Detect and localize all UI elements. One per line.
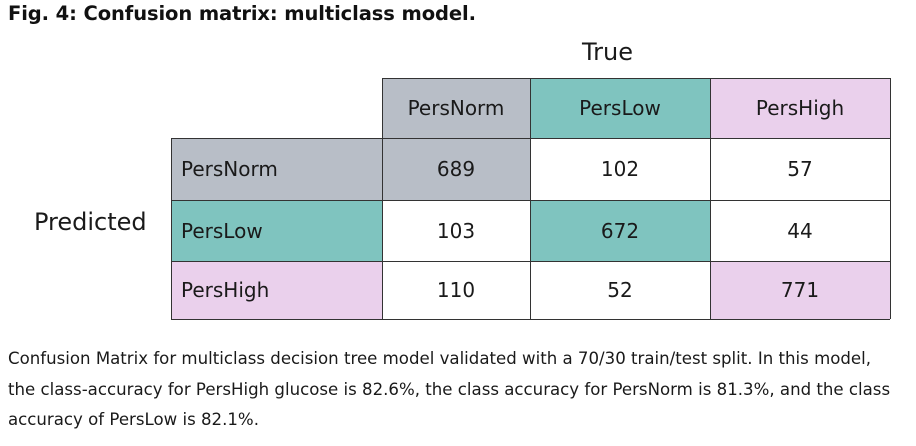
grid-line (530, 138, 531, 319)
grid-line (382, 78, 890, 79)
grid-line (382, 78, 383, 138)
x-axis-label: True (582, 38, 633, 66)
figure-caption: Confusion Matrix for multiclass decision… (8, 344, 913, 436)
grid-line (890, 138, 891, 319)
y-axis-label: Predicted (34, 208, 147, 236)
column-header: PersLow (530, 78, 710, 138)
matrix-cell-diagonal: 672 (530, 200, 710, 261)
figure-title: Fig. 4: Confusion matrix: multiclass mod… (8, 2, 476, 25)
grid-line (171, 138, 172, 319)
matrix-cell: 44 (710, 200, 890, 261)
grid-line (890, 78, 891, 138)
matrix-cell: 102 (530, 138, 710, 200)
caption-line: the class-accuracy for PersHigh glucose … (8, 379, 891, 399)
row-header: PersHigh (171, 261, 382, 319)
matrix-cell-diagonal: 689 (382, 138, 530, 200)
caption-line: accuracy of PersLow is 82.1%. (8, 410, 259, 429)
grid-line (171, 319, 890, 320)
matrix-cell-diagonal: 771 (710, 261, 890, 319)
matrix-cell: 57 (710, 138, 890, 200)
matrix-cell: 103 (382, 200, 530, 261)
column-header: PersHigh (710, 78, 890, 138)
matrix-cell: 52 (530, 261, 710, 319)
grid-line (530, 78, 531, 138)
row-header: PersNorm (171, 138, 382, 200)
grid-line (710, 138, 711, 319)
matrix-cell: 110 (382, 261, 530, 319)
caption-line: Confusion Matrix for multiclass decision… (8, 349, 872, 368)
row-header: PersLow (171, 200, 382, 261)
grid-line (382, 138, 383, 319)
grid-line (710, 78, 711, 138)
column-header: PersNorm (382, 78, 530, 138)
